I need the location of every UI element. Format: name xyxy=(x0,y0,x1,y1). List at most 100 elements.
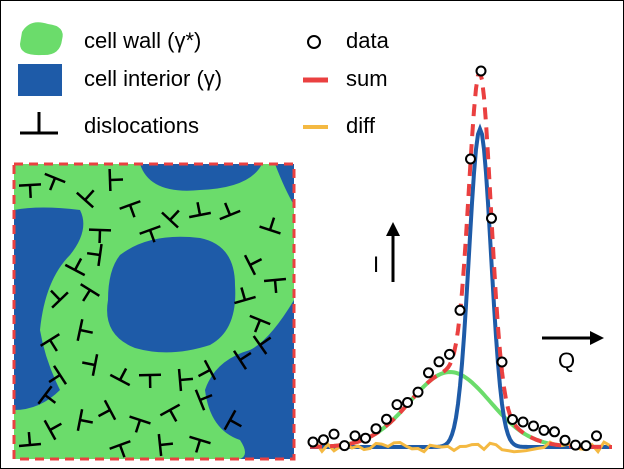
dislocation-line xyxy=(169,209,180,221)
data-point xyxy=(349,430,361,442)
diff-label: diff xyxy=(346,113,376,138)
dislocation-line xyxy=(268,217,276,231)
sum-label: sum xyxy=(346,66,388,91)
dislocation xyxy=(194,389,213,411)
dislocation-line xyxy=(44,394,57,404)
dislocation-line xyxy=(157,433,163,457)
dislocation xyxy=(48,365,68,385)
dislocation-line xyxy=(28,184,32,199)
dislocation-line xyxy=(168,409,178,422)
dislocation-line xyxy=(82,289,92,302)
dislocation xyxy=(252,335,272,355)
dislocation xyxy=(108,168,124,192)
profile-plot xyxy=(307,65,612,455)
data-point xyxy=(538,424,550,436)
dislocation xyxy=(197,359,217,381)
dislocation xyxy=(44,172,66,191)
dislocation-line xyxy=(73,257,83,271)
data-point xyxy=(360,432,371,444)
dislocation xyxy=(86,243,103,267)
dislocation-line xyxy=(97,243,103,267)
dislocation xyxy=(40,333,60,352)
data-point xyxy=(507,414,518,425)
dislocation xyxy=(18,183,42,199)
dislocation xyxy=(234,287,256,305)
dislocation-line xyxy=(48,177,57,191)
data-point xyxy=(591,430,602,442)
dislocation-line xyxy=(253,319,262,333)
data-point xyxy=(444,348,455,360)
dislocation xyxy=(80,283,100,302)
data-point xyxy=(412,386,424,398)
q-label: Q xyxy=(558,348,575,373)
dislocation xyxy=(139,225,161,243)
dislocation-line xyxy=(249,257,263,267)
dislocation-line xyxy=(82,361,96,367)
dislocation xyxy=(37,385,57,405)
dislocation xyxy=(97,399,117,421)
data-point xyxy=(318,434,329,446)
data-point xyxy=(486,212,497,224)
dislocation xyxy=(76,408,93,432)
dislocation-line xyxy=(259,336,272,347)
dislocation xyxy=(76,318,93,342)
dislocation-line xyxy=(97,408,111,418)
dislocation-line xyxy=(48,339,58,352)
dislocation-line xyxy=(27,431,32,446)
dislocation xyxy=(119,200,141,218)
data-point xyxy=(402,397,413,408)
q-arrow-head xyxy=(590,331,604,345)
data-swatch xyxy=(307,35,321,49)
microstructure xyxy=(12,162,296,461)
dislocation xyxy=(159,403,181,422)
dislocation-line xyxy=(79,418,93,424)
dislocation xyxy=(243,254,263,276)
dislocation xyxy=(43,419,62,441)
data-point xyxy=(496,356,508,368)
dislocation-line xyxy=(148,229,156,243)
i-arrow-head xyxy=(386,222,400,236)
data-point xyxy=(465,153,476,165)
data-point xyxy=(391,399,403,411)
dislocation-line xyxy=(252,335,268,355)
data-point xyxy=(433,356,445,368)
dislocation xyxy=(82,353,99,377)
dislocation-line xyxy=(49,422,62,432)
data-point xyxy=(381,413,392,425)
dislocation-line xyxy=(197,368,211,378)
dislocation xyxy=(88,228,112,244)
dislocation-line xyxy=(179,377,194,382)
dislocation xyxy=(18,431,42,448)
dislocation-line xyxy=(195,439,202,453)
dislocation-line xyxy=(134,419,142,433)
cell-wall-swatch xyxy=(20,22,63,56)
data-point xyxy=(307,436,319,448)
data-point xyxy=(339,440,350,452)
dislocation-line xyxy=(84,189,95,201)
intensity-label: I xyxy=(373,252,379,277)
dislocation-line xyxy=(86,251,101,257)
data-point xyxy=(549,426,560,438)
dislocation xyxy=(188,202,212,219)
dislocation-line xyxy=(79,328,93,334)
sum-curve xyxy=(310,67,612,449)
data-point xyxy=(454,304,466,316)
dislocation xyxy=(263,277,287,294)
data-point xyxy=(423,367,434,379)
dislocation-line xyxy=(223,202,232,216)
dislocations-label: dislocations xyxy=(84,113,199,138)
dislocation xyxy=(259,217,281,235)
dislocation-line xyxy=(128,204,136,218)
dislocation xyxy=(249,314,271,333)
dislocation-line xyxy=(199,393,213,402)
dislocation-swatch xyxy=(20,112,58,135)
dislocation-line xyxy=(118,444,126,458)
cell-interior-swatch xyxy=(18,64,62,96)
dislocation xyxy=(109,440,131,458)
dislocation-line xyxy=(159,442,174,447)
dislocation xyxy=(129,415,151,433)
data-label: data xyxy=(346,28,390,53)
dislocation xyxy=(75,189,95,209)
dislocation-line xyxy=(273,279,278,294)
